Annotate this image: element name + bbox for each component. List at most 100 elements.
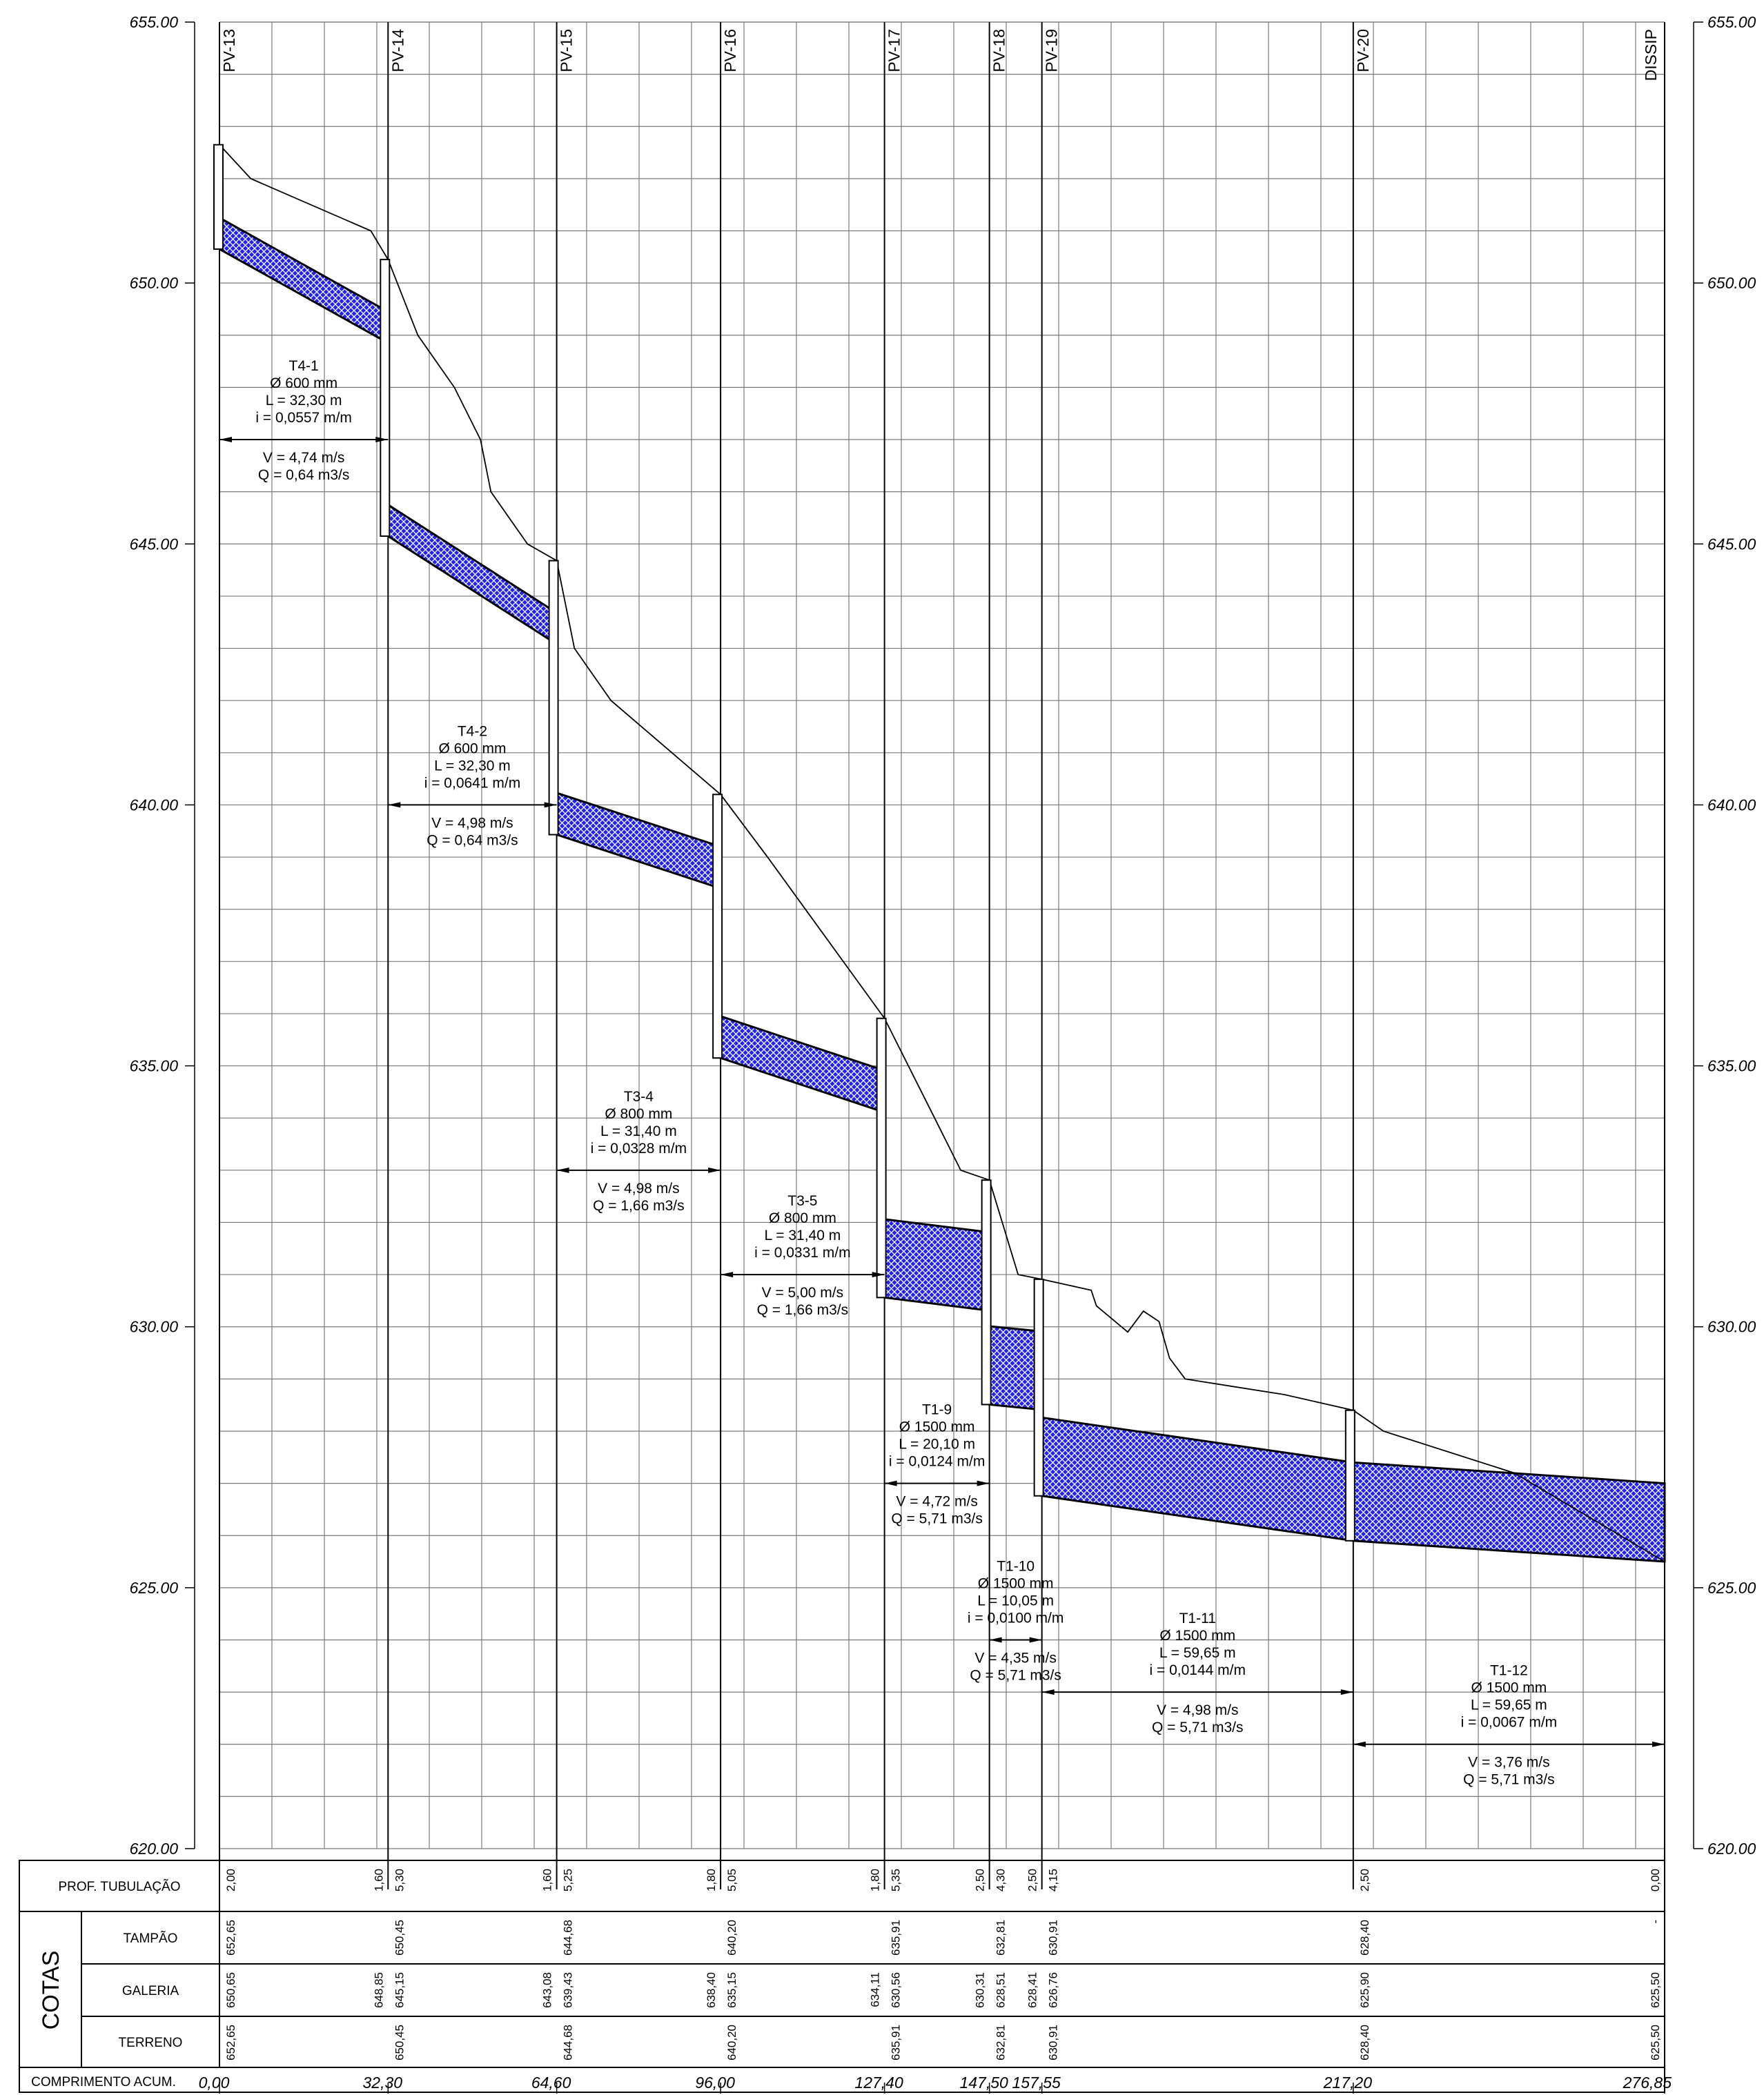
segment-flow: Q = 5,71 m3/s	[891, 1511, 982, 1527]
table-value: 1,80	[869, 1869, 882, 1891]
segment-diameter: Ø 1500 mm	[978, 1575, 1054, 1591]
manhole-label: PV-16	[721, 29, 739, 72]
segment-slope: i = 0,0100 m/m	[968, 1610, 1064, 1626]
pipe-section	[556, 791, 722, 890]
segment-id: T1-12	[1490, 1663, 1528, 1679]
manhole-shaft	[213, 144, 224, 250]
table-value: 2,50	[974, 1869, 987, 1891]
segment-length: L = 31,40 m	[600, 1123, 677, 1139]
table-value: 635,15	[725, 1972, 738, 2008]
terrain-profile	[219, 144, 1665, 1562]
segment-length: L = 59,65 m	[1471, 1698, 1547, 1713]
segment-slope: i = 0,0144 m/m	[1149, 1662, 1245, 1678]
right-tick-label: 640.00	[1707, 796, 1756, 814]
table-value: 1,60	[372, 1869, 385, 1891]
chainage-value: 276,85	[1623, 2074, 1672, 2092]
manholes: PV-13 PV-14 PV-15 PV-16 PV-17 PV-18 PV-19 PV-20…	[213, 22, 1665, 1889]
segment-id: T1-10	[997, 1558, 1035, 1574]
segment-length: L = 32,30 m	[434, 758, 511, 774]
chainage-value: 157,55	[1012, 2074, 1061, 2092]
arrow-head	[375, 437, 389, 443]
table-row-label: TAMPÃO	[124, 1931, 178, 1946]
arrow-head	[884, 1480, 897, 1486]
manhole-label: PV-14	[389, 29, 406, 72]
manhole-shaft	[380, 259, 391, 537]
segment-slope: i = 0,0557 m/m	[255, 410, 351, 426]
table-value: 630,91	[1047, 1920, 1060, 1956]
manhole-shaft	[712, 794, 723, 1059]
segment-length: L = 10,05 m	[977, 1593, 1054, 1609]
arrow-head	[989, 1637, 1002, 1643]
table-value: 2,00	[224, 1869, 237, 1891]
segment-flow: Q = 5,71 m3/s	[970, 1667, 1061, 1683]
right-tick-label: 655.00	[1707, 13, 1756, 31]
table-value: 5,25	[562, 1869, 575, 1891]
right-tick-label: 635.00	[1707, 1057, 1756, 1075]
segment-id: T1-11	[1179, 1611, 1216, 1626]
segment-flow: Q = 0,64 m3/s	[427, 832, 518, 848]
table-value: 632,81	[994, 1920, 1008, 1956]
right-tick-label: 630.00	[1707, 1318, 1756, 1336]
table-value: 628,51	[994, 1972, 1008, 2008]
table-value: 628,41	[1026, 1972, 1039, 2008]
segment-slope: i = 0,0641 m/m	[424, 775, 520, 791]
manhole-shaft	[1033, 1278, 1044, 1497]
terrain-line	[219, 144, 1665, 1562]
segment-slope: i = 0,0124 m/m	[889, 1454, 985, 1470]
arrow-head	[1652, 1741, 1665, 1747]
pipe-section	[386, 502, 558, 647]
table-value: 644,68	[562, 1920, 575, 1956]
manhole-shaft	[981, 1179, 992, 1406]
table-value: 644,68	[562, 2025, 575, 2060]
table-value: 630,56	[890, 1972, 903, 2008]
pipe-section	[1041, 1416, 1355, 1542]
arrow-head	[1041, 1689, 1055, 1695]
pipe-section	[719, 1014, 886, 1114]
table-row-label: TERRENO	[119, 2036, 183, 2050]
segment-slope: i = 0,0328 m/m	[591, 1141, 687, 1157]
data-table: COTAS PROF. TUBULAÇÃO 2,00 1,60 5,30 1,60 5,25…	[19, 1860, 1672, 2094]
left-tick-label: 635.00	[130, 1057, 179, 1075]
segment-diameter: Ø 1500 mm	[1471, 1680, 1547, 1696]
segment-id: T3-5	[787, 1193, 817, 1209]
table-value: 652,65	[224, 2025, 237, 2060]
table-value: 2,50	[1026, 1869, 1039, 1891]
table-value: 625,50	[1649, 2025, 1662, 2060]
elevation-axes: 655.00 655.00 650.00 650.00 645.00 645.00 640.…	[130, 13, 1756, 1858]
table-row-label: PROF. TUBULAÇÃO	[58, 1879, 180, 1894]
chainage-label: COMPRIMENTO ACUM.	[31, 2075, 176, 2089]
table-value: 652,65	[224, 1920, 237, 1956]
table-value: 626,76	[1047, 1972, 1060, 2008]
manhole-shaft	[876, 1017, 887, 1299]
right-tick-label: 645.00	[1707, 535, 1756, 553]
table-value: 638,40	[705, 1972, 718, 2008]
table-value: 635,91	[890, 1920, 903, 1956]
arrow-head	[544, 802, 557, 808]
table-value: 648,85	[372, 1972, 385, 2008]
segment-velocity: V = 5,00 m/s	[762, 1285, 843, 1301]
manhole-label: PV-19	[1043, 29, 1061, 72]
segment-diameter: Ø 600 mm	[438, 740, 506, 756]
table-value: 625,90	[1358, 1972, 1371, 2008]
table-value: -	[1649, 1920, 1662, 1924]
right-tick-label: 620.00	[1707, 1840, 1756, 1858]
table-value: 5,30	[393, 1869, 406, 1891]
cotas-title: COTAS	[38, 1951, 64, 2030]
table-value: 630,31	[974, 1972, 987, 2008]
table-value: 0,00	[1649, 1869, 1662, 1891]
table-value: 2,50	[1358, 1869, 1371, 1891]
table-value: 650,45	[393, 1920, 406, 1956]
segment-id: T1-9	[922, 1402, 952, 1418]
right-tick-label: 650.00	[1707, 274, 1756, 292]
manhole-label: PV-13	[220, 29, 238, 72]
left-tick-label: 640.00	[130, 796, 179, 814]
left-tick-label: 630.00	[130, 1318, 179, 1336]
table-value: 640,20	[725, 1920, 738, 1956]
manhole-shaft	[548, 560, 559, 836]
table-value: 4,30	[994, 1869, 1008, 1891]
segment-velocity: V = 4,98 m/s	[431, 815, 513, 831]
segment-velocity: V = 4,74 m/s	[263, 450, 344, 466]
segment-diameter: Ø 600 mm	[270, 375, 337, 391]
segment-slope: i = 0,0331 m/m	[754, 1245, 850, 1261]
segment-flow: Q = 0,64 m3/s	[258, 467, 349, 483]
